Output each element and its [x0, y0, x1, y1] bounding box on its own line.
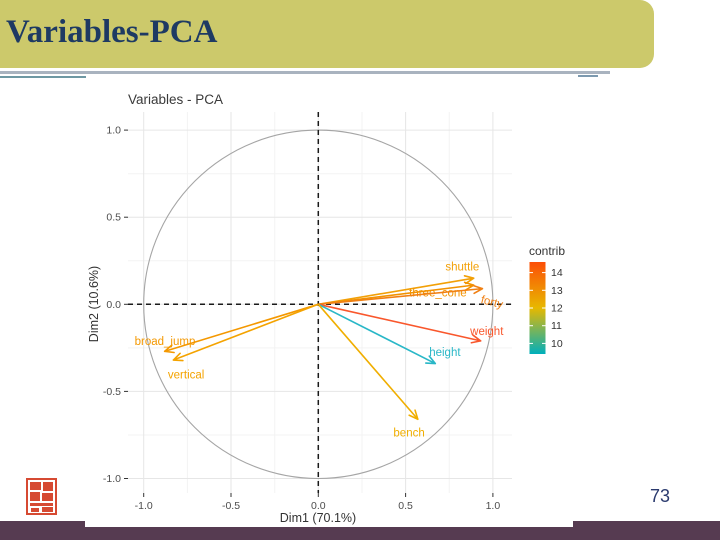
title-underline-dash [578, 75, 598, 77]
x-tick-labels: -1.0 -0.5 0.0 0.5 1.0 [135, 500, 501, 512]
slide-title: Variables-PCA [6, 14, 218, 50]
variable-arrow-weight [317, 303, 482, 344]
variable-label-shuttle: shuttle [445, 261, 479, 273]
y-tick-label: 1.0 [106, 125, 121, 137]
variable-label-weight: weight [469, 326, 504, 338]
y-tick-label: -0.5 [103, 386, 121, 398]
y-tick-label: -1.0 [103, 473, 121, 485]
x-axis-title: Dim1 (70.1%) [280, 511, 356, 525]
variable-arrow-forty [317, 284, 484, 306]
variable-arrow-vertical [172, 303, 320, 362]
pca-chart: shuttlethree_conefortyweightheightbenchb… [87, 92, 565, 525]
y-tick-labels: 1.0 0.5 0.0 -0.5 -1.0 [103, 125, 121, 485]
legend-tick-label: 12 [551, 303, 563, 315]
pca-figure: shuttle three_cone forty weight height bench b… [85, 78, 573, 527]
grid-minor [128, 112, 512, 493]
zero-axes-dashed [128, 112, 512, 493]
title-underline-short [0, 75, 86, 78]
chart-title: Variables - PCA [128, 92, 223, 107]
slide-title-bar: Variables-PCA [0, 0, 654, 68]
variable-arrow-bench [317, 303, 419, 421]
x-tick-label: 1.0 [486, 500, 501, 512]
variable-label-forty: forty [479, 294, 504, 311]
contrib-legend: contrib 14 13 12 11 10 [529, 244, 565, 354]
legend-tick-labels: 14 13 12 11 10 [551, 267, 563, 350]
legend-tick-label: 14 [551, 267, 563, 279]
x-tick-label: 0.0 [311, 500, 326, 512]
title-underline-long [0, 71, 610, 74]
variable-label-bench: bench [393, 427, 424, 439]
legend-colorbar-ticks [529, 272, 546, 344]
variable-arrows: shuttlethree_conefortyweightheightbenchb… [135, 261, 505, 439]
x-tick-label: -0.5 [222, 500, 240, 512]
y-axis-title: Dim2 (10.6%) [87, 266, 101, 342]
x-tick-label: 0.5 [398, 500, 413, 512]
axis-tick-marks [124, 129, 494, 497]
variable-arrow-height [317, 303, 437, 365]
x-tick-label: -1.0 [135, 500, 153, 512]
page-number: 73 [649, 486, 671, 506]
grid-major [128, 112, 512, 493]
variable-label-height: height [429, 347, 461, 359]
legend-tick-label: 11 [551, 320, 562, 332]
variable-label-broad_jump: broad_jump [135, 336, 196, 348]
legend-title: contrib [529, 244, 565, 258]
seal-stamp-icon [26, 478, 57, 515]
legend-tick-label: 13 [551, 285, 563, 297]
y-tick-label: 0.5 [106, 212, 121, 224]
variable-arrow-broad_jump [163, 303, 320, 354]
y-tick-label: 0.0 [106, 299, 121, 311]
legend-colorbar [529, 262, 546, 354]
legend-tick-label: 10 [551, 338, 563, 350]
variable-label-vertical: vertical [168, 369, 204, 381]
